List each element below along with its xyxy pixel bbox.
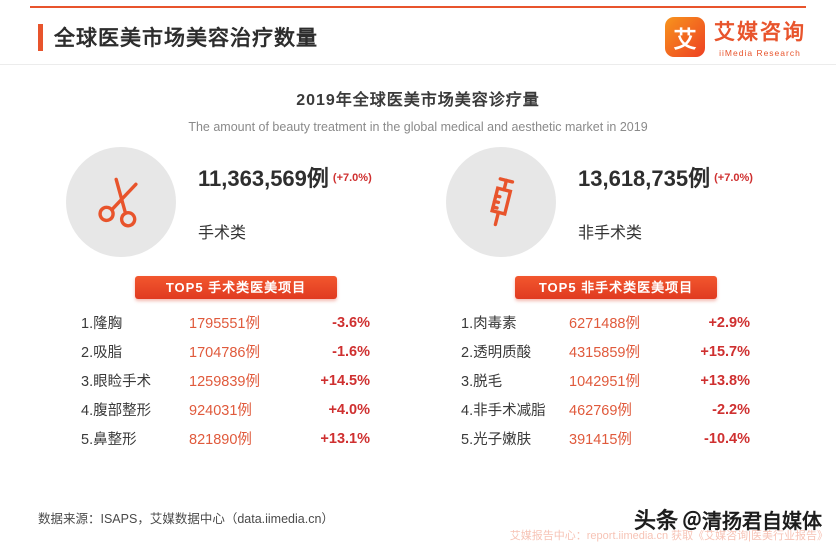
item-value: 1795551例 [189,316,260,332]
item-name: 3.脱毛 [461,374,503,390]
item-name: 1.隆胸 [81,316,123,332]
surgical-total-value: 11,363,569例 [198,166,329,191]
logo-glyph: 艾 [673,26,697,52]
item-change: -1.6% [332,343,370,360]
item-change: +15.7% [700,343,750,360]
table-row: 4.非手术减脂 462769例 -2.2% [461,395,750,424]
surgical-summary: 11,363,569例 (+7.0%) 手术类 [46,142,426,262]
item-value: 924031例 [189,403,252,419]
brand-name: 艾媒咨询 [714,21,806,44]
item-change: -2.2% [712,401,750,418]
item-name: 3.眼睑手术 [81,374,152,390]
surgical-section: 11,363,569例 (+7.0%) 手术类 TOP5 手术类医美项目 1.隆胸… [46,142,426,453]
item-value: 1042951例 [569,374,640,390]
nonsurgical-table-header: TOP5 非手术类医美项目 [515,276,717,299]
nonsurgical-summary-text: 13,618,735例 (+7.0%) 非手术类 [578,161,753,243]
toutiao-byline: 头条 ＠清扬君自媒体 [634,503,822,535]
item-value: 821890例 [189,432,252,448]
brand-logo: 艾 艾媒咨询 iiMedia Research [665,16,806,58]
report-watermark: 艾媒报告中心：report.iimedia.cn 获取《艾媒咨询|医美行业报告》 [509,530,828,542]
table-row: 1.肉毒素 6271488例 +2.9% [461,308,750,337]
item-value: 462769例 [569,403,632,419]
account-name: ＠清扬君自媒体 [682,511,822,533]
table-row: 3.眼睑手术 1259839例 +14.5% [81,366,370,395]
item-change: -3.6% [332,314,370,331]
chart-subtitle-en: The amount of beauty treatment in the gl… [188,120,648,134]
surgical-total: 11,363,569例 (+7.0%) [198,161,372,193]
item-name: 4.非手术减脂 [461,403,546,419]
item-value: 6271488例 [569,316,640,332]
title-accent-bar [38,23,43,51]
toutiao-logo-text: 头条 [633,508,678,533]
item-change: +13.8% [700,372,750,389]
item-value: 1704786例 [189,345,260,361]
chart-title: 2019年全球医美市场美容诊疗量 [296,92,540,109]
item-change: +13.1% [320,430,370,447]
item-value: 4315859例 [569,345,640,361]
table-row: 3.脱毛 1042951例 +13.8% [461,366,750,395]
item-name: 4.腹部整形 [81,403,152,419]
table-row: 2.透明质酸 4315859例 +15.7% [461,337,750,366]
top-divider [30,6,806,8]
table-row: 5.鼻整形 821890例 +13.1% [81,424,370,453]
nonsurgical-table: 1.肉毒素 6271488例 +2.9% 2.透明质酸 4315859例 +15… [426,308,806,453]
table-row: 2.吸脂 1704786例 -1.6% [81,337,370,366]
item-change: +14.5% [320,372,370,389]
item-name: 2.透明质酸 [461,345,532,361]
nonsurgical-label: 非手术类 [578,225,643,242]
surgical-table-header: TOP5 手术类医美项目 [135,276,337,299]
item-change: +4.0% [328,401,370,418]
item-value: 391415例 [569,432,632,448]
syringe-icon [490,177,515,227]
surgical-summary-text: 11,363,569例 (+7.0%) 手术类 [198,161,372,243]
surgical-label: 手术类 [198,225,247,242]
nonsurgical-total-value: 13,618,735例 [578,166,711,191]
item-name: 2.吸脂 [81,345,123,361]
surgical-total-delta: (+7.0%) [332,172,372,184]
item-change: -10.4% [704,430,750,447]
syringe-icon-circle [446,147,556,257]
item-name: 5.鼻整形 [81,432,137,448]
nonsurgical-section: 13,618,735例 (+7.0%) 非手术类 TOP5 非手术类医美项目 1.… [426,142,806,453]
nonsurgical-total: 13,618,735例 (+7.0%) [578,161,753,193]
header-divider [0,64,836,65]
surgical-table: 1.隆胸 1795551例 -3.6% 2.吸脂 1704786例 -1.6% … [46,308,426,453]
nonsurgical-total-delta: (+7.0%) [714,172,753,184]
page-title-block: 全球医美市场美容治疗数量 [38,22,318,52]
item-change: +2.9% [708,314,750,331]
data-source: 数据来源：ISAPS，艾媒数据中心（data.iimedia.cn） [38,512,334,526]
table-row: 4.腹部整形 924031例 +4.0% [81,395,370,424]
page-title: 全球医美市场美容治疗数量 [54,27,318,50]
iimedia-logo-icon: 艾 [665,17,705,57]
table-row: 5.光子嫩肤 391415例 -10.4% [461,424,750,453]
item-value: 1259839例 [189,374,260,390]
nonsurgical-summary: 13,618,735例 (+7.0%) 非手术类 [426,142,806,262]
scissors-icon [98,177,138,228]
logo-text: 艾媒咨询 iiMedia Research [714,16,806,58]
table-row: 1.隆胸 1795551例 -3.6% [81,308,370,337]
item-name: 5.光子嫩肤 [461,432,532,448]
header: 全球医美市场美容治疗数量 艾 艾媒咨询 iiMedia Research [38,14,806,60]
scissors-icon-circle [66,147,176,257]
content-columns: 11,363,569例 (+7.0%) 手术类 TOP5 手术类医美项目 1.隆胸… [46,142,806,453]
item-name: 1.肉毒素 [461,316,517,332]
brand-subtitle: iiMedia Research [719,48,801,58]
